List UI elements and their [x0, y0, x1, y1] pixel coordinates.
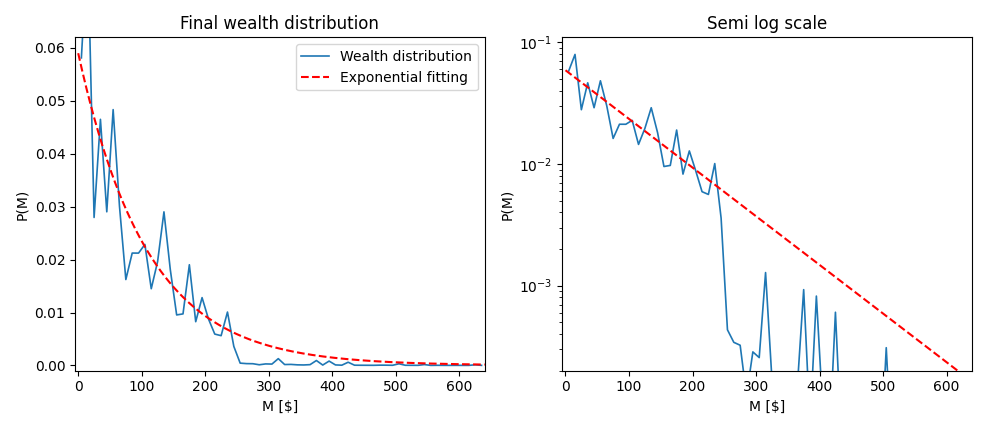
Exponential fitting: [738, 205, 749, 210]
Wealth distribution: [562, 69, 574, 74]
Line: Wealth distribution: Wealth distribution: [81, 0, 481, 366]
Y-axis label: P(M): P(M): [15, 188, 29, 220]
Wealth distribution: [335, 363, 347, 368]
Title: Final wealth distribution: Final wealth distribution: [180, 15, 379, 33]
Exponential fitting: [237, 334, 248, 339]
Exponential fitting: [600, 100, 612, 105]
Wealth distribution: [734, 343, 745, 348]
Wealth distribution: [424, 363, 436, 368]
Wealth distribution: [75, 55, 87, 60]
Wealth distribution: [791, 384, 803, 389]
Exponential fitting: [251, 340, 263, 345]
Wealth distribution: [246, 361, 258, 366]
Exponential fitting: [559, 68, 571, 73]
Exponential fitting: [965, 379, 977, 384]
Exponential fitting: [478, 362, 490, 367]
X-axis label: M [$]: M [$]: [748, 400, 785, 414]
Exponential fitting: [723, 193, 735, 199]
Wealth distribution: [619, 122, 631, 127]
Exponential fitting: [72, 51, 84, 56]
Line: Exponential fitting: Exponential fitting: [78, 53, 484, 365]
Y-axis label: P(M): P(M): [499, 188, 513, 220]
Exponential fitting: [883, 316, 895, 321]
Wealth distribution: [765, 377, 777, 382]
Wealth distribution: [278, 362, 290, 367]
Wealth distribution: [304, 362, 316, 367]
Exponential fitting: [396, 360, 408, 365]
Wealth distribution: [342, 360, 354, 365]
Title: Semi log scale: Semi log scale: [706, 15, 826, 33]
Exponential fitting: [876, 311, 887, 316]
Legend: Wealth distribution, Exponential fitting: Wealth distribution, Exponential fitting: [296, 44, 477, 91]
Exponential fitting: [838, 281, 850, 287]
Exponential fitting: [388, 360, 400, 365]
Wealth distribution: [569, 52, 581, 57]
Line: Exponential fitting: Exponential fitting: [565, 70, 971, 382]
Line: Wealth distribution: Wealth distribution: [568, 54, 968, 429]
Exponential fitting: [351, 357, 363, 363]
X-axis label: M [$]: M [$]: [261, 400, 298, 414]
Wealth distribution: [132, 251, 144, 256]
Wealth distribution: [475, 363, 487, 368]
Wealth distribution: [828, 310, 840, 315]
Exponential fitting: [113, 192, 125, 197]
